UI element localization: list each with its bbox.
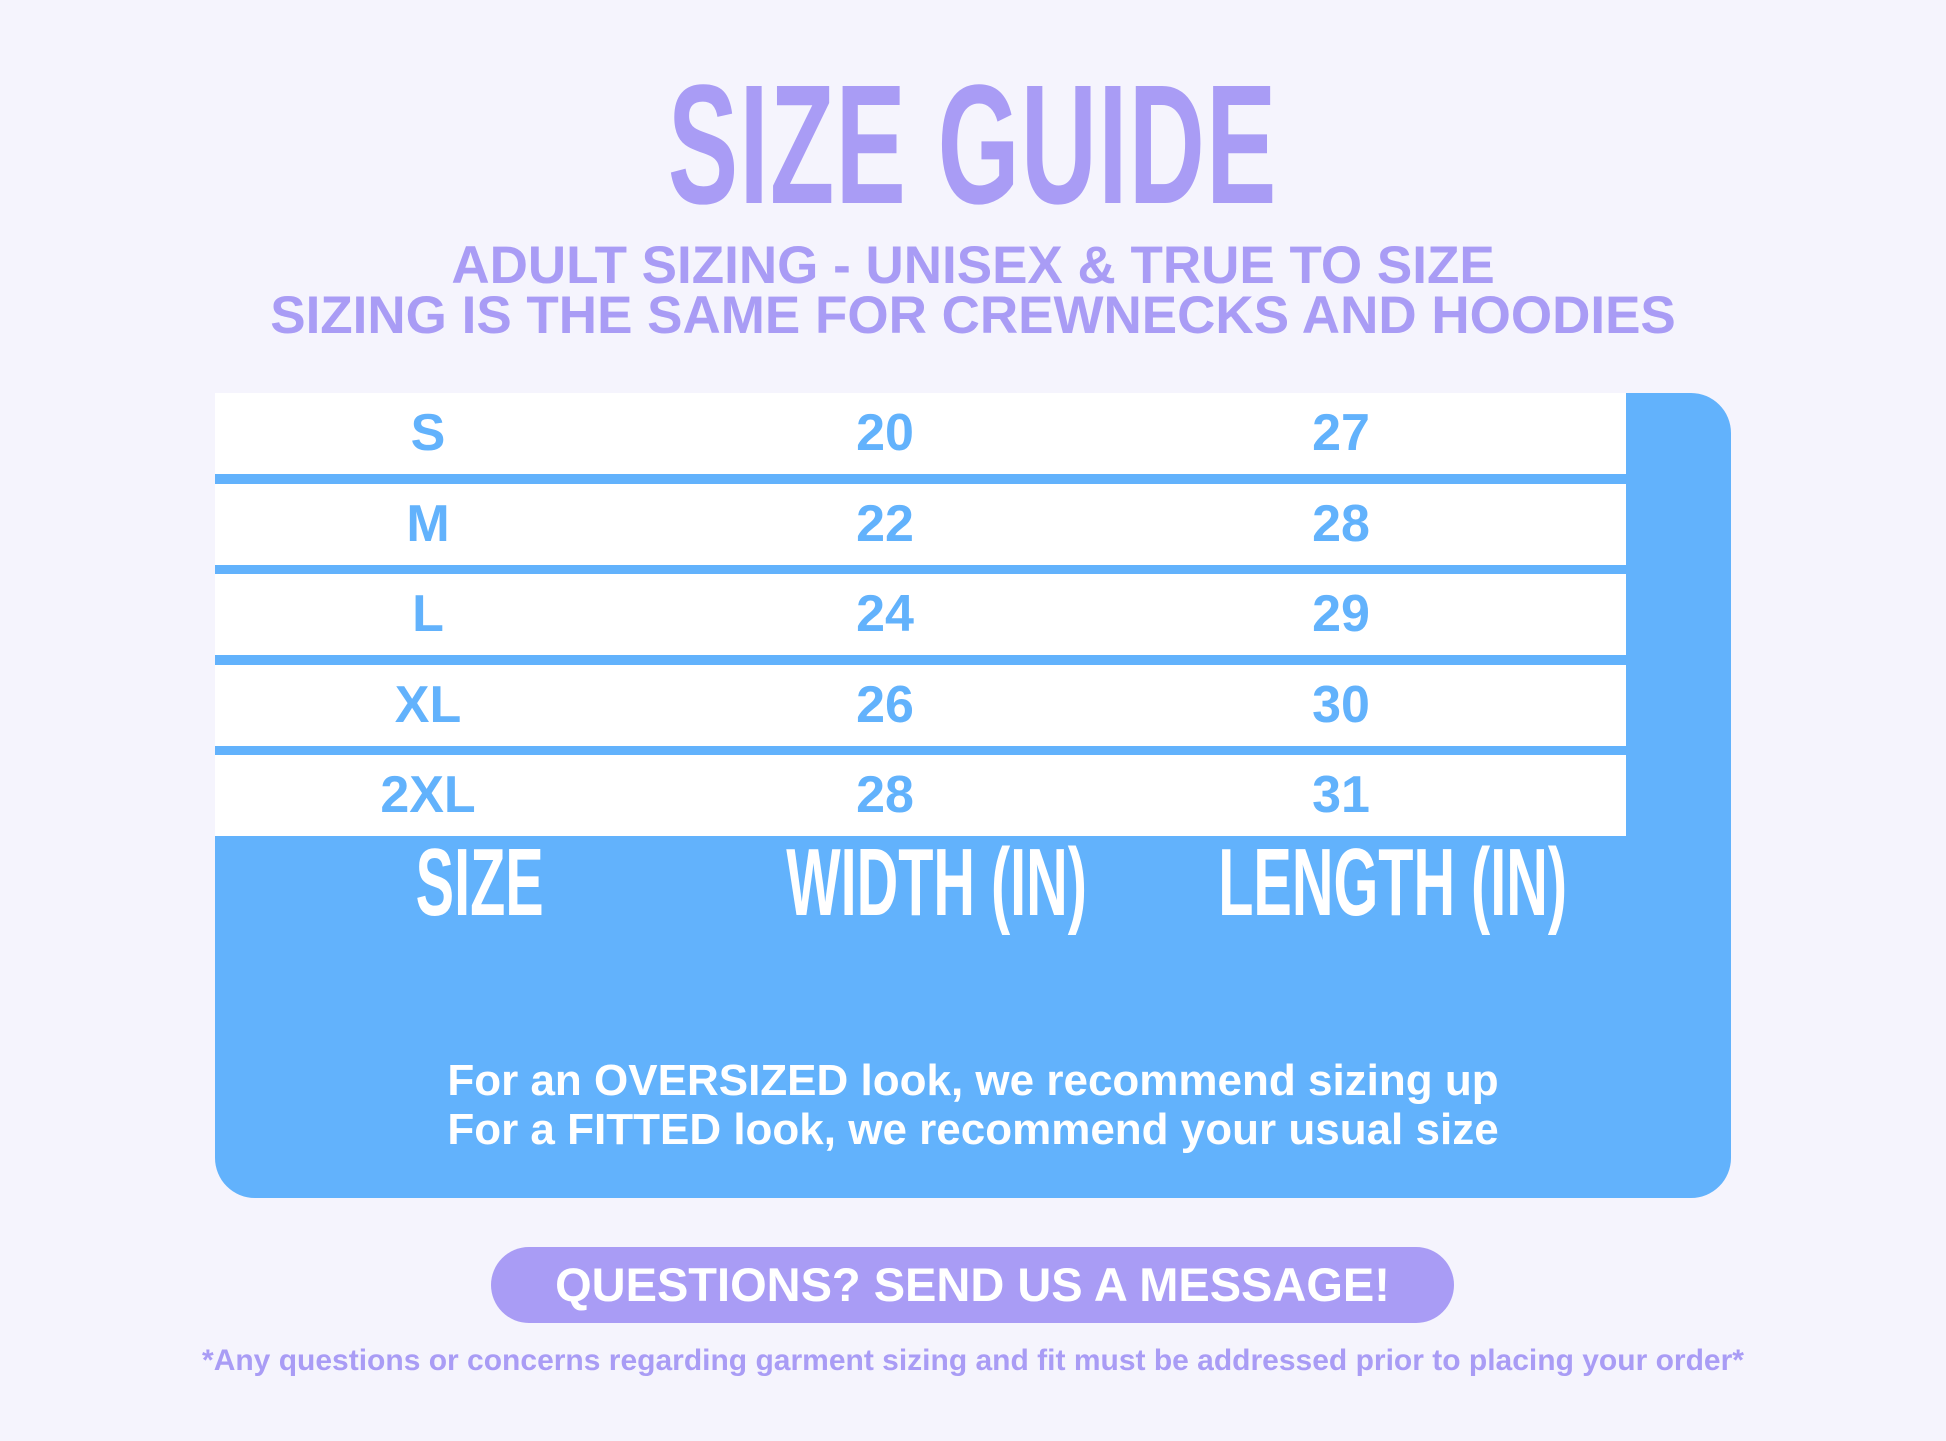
- table-row: XL 26 30: [215, 664, 1626, 746]
- header-size: SIZE: [415, 829, 545, 936]
- cell-size: S: [410, 404, 446, 462]
- header-width: WIDTH (IN): [786, 829, 1088, 936]
- cell-length: 28: [1312, 494, 1370, 553]
- header-length: LENGTH (IN): [1218, 829, 1568, 936]
- note-oversized: For an OVERSIZED look, we recommend sizi…: [447, 1056, 1499, 1105]
- cell-width: 28: [856, 766, 914, 824]
- page-title: SIZE GUIDE: [0, 60, 1946, 230]
- cell-length: 31: [1312, 766, 1370, 824]
- size-chart-card: SIZE WIDTH (IN) LENGTH (IN) S 20 27 M 22 28 L 2…: [215, 393, 1731, 1198]
- cell-length: 29: [1312, 585, 1370, 643]
- cell-width: 26: [856, 675, 914, 734]
- subtitle-line-2: SIZING IS THE SAME FOR CREWNECKS AND HOO…: [270, 286, 1676, 345]
- title-text: SIZE GUIDE: [668, 50, 1278, 240]
- note-fitted: For a FITTED look, we recommend your usu…: [447, 1105, 1499, 1154]
- table-row: M 22 28: [215, 483, 1626, 565]
- cell-size: XL: [394, 675, 462, 734]
- cell-size: L: [412, 585, 444, 643]
- cell-size: M: [406, 494, 450, 553]
- subtitle-line-1: ADULT SIZING - UNISEX & TRUE TO SIZE: [451, 236, 1495, 295]
- table-row: L 24 29: [215, 574, 1626, 655]
- cell-width: 24: [856, 585, 914, 643]
- cell-length: 30: [1312, 675, 1370, 734]
- cell-width: 20: [856, 404, 914, 462]
- disclaimer: *Any questions or concerns regarding gar…: [202, 1344, 1744, 1377]
- cell-width: 22: [856, 494, 914, 553]
- cell-length: 27: [1312, 404, 1370, 462]
- cell-size: 2XL: [380, 766, 476, 824]
- table-row: S 20 27: [215, 393, 1626, 474]
- size-table: S 20 27 M 22 28 L 24 29 XL 26 30 2XL 28 31: [215, 393, 1626, 836]
- table-row: 2XL 28 31: [215, 755, 1626, 836]
- questions-message-button[interactable]: QUESTIONS? SEND US A MESSAGE!: [491, 1247, 1454, 1323]
